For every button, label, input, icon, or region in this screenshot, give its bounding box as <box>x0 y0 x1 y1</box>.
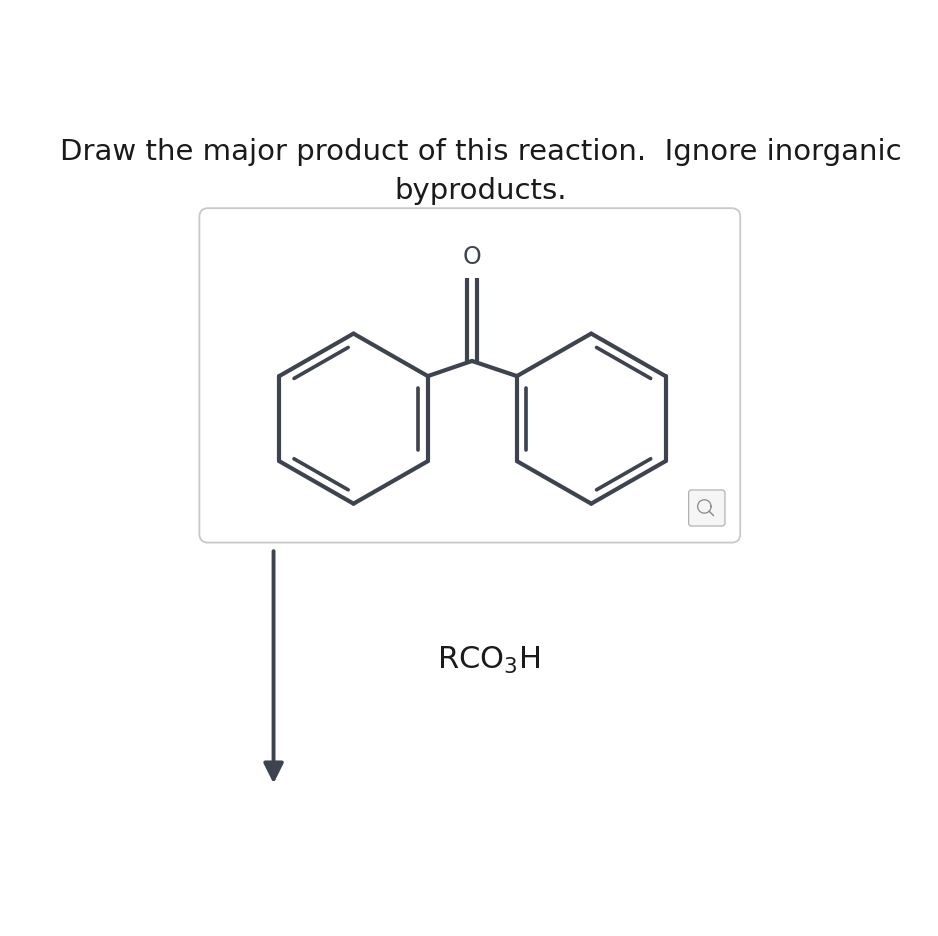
Text: O: O <box>462 244 481 269</box>
FancyBboxPatch shape <box>200 208 740 543</box>
Text: RCO$_3$H: RCO$_3$H <box>437 645 540 676</box>
FancyBboxPatch shape <box>688 490 725 526</box>
Text: Draw the major product of this reaction.  Ignore inorganic
byproducts.: Draw the major product of this reaction.… <box>60 138 901 205</box>
